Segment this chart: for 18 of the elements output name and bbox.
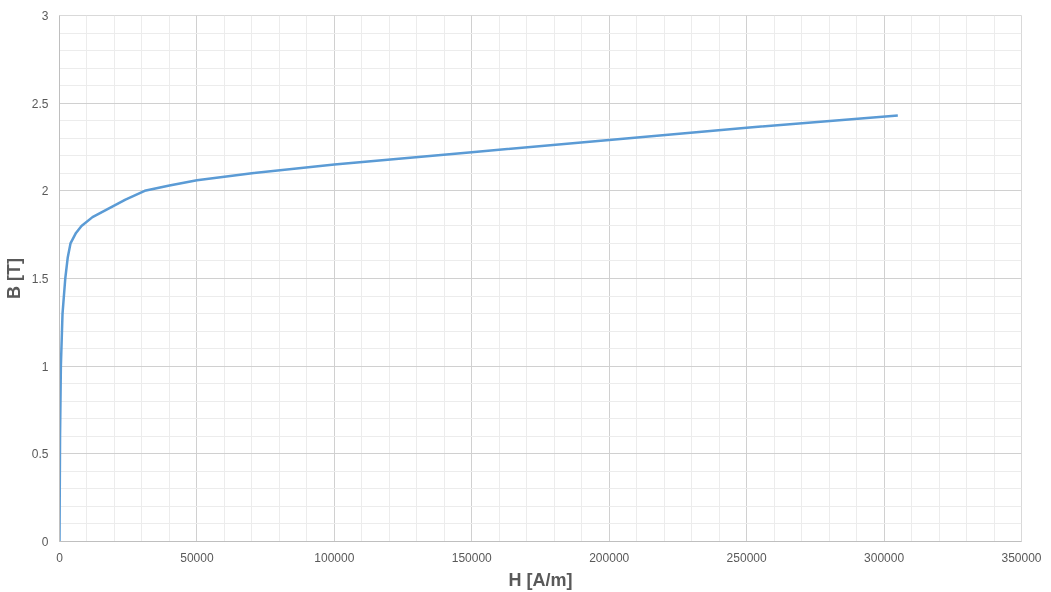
x-tick-label: 50000 (180, 550, 214, 565)
y-tick-label: 1 (41, 359, 49, 374)
x-tick-label: 250000 (726, 550, 767, 565)
y-tick-label: 1.5 (31, 272, 49, 286)
x-tick-label: 0 (56, 550, 64, 565)
line-series (59, 114, 900, 542)
y-tick-label: 0 (41, 535, 49, 549)
x-tick-label: 100000 (314, 550, 355, 565)
y-tick-label: 2 (41, 184, 49, 199)
y-axis-title: B [T] (3, 258, 24, 299)
x-tick-label: 350000 (1001, 550, 1042, 565)
y-tick-label: 3 (41, 9, 49, 23)
y-tick-label: 2.5 (31, 96, 49, 111)
x-tick-label: 200000 (589, 550, 630, 565)
x-tick-label: 150000 (451, 550, 493, 565)
x-axis-title: H [A/m] (508, 569, 573, 590)
y-tick-label: 0.5 (31, 447, 49, 462)
x-tick-label: 300000 (864, 550, 905, 565)
